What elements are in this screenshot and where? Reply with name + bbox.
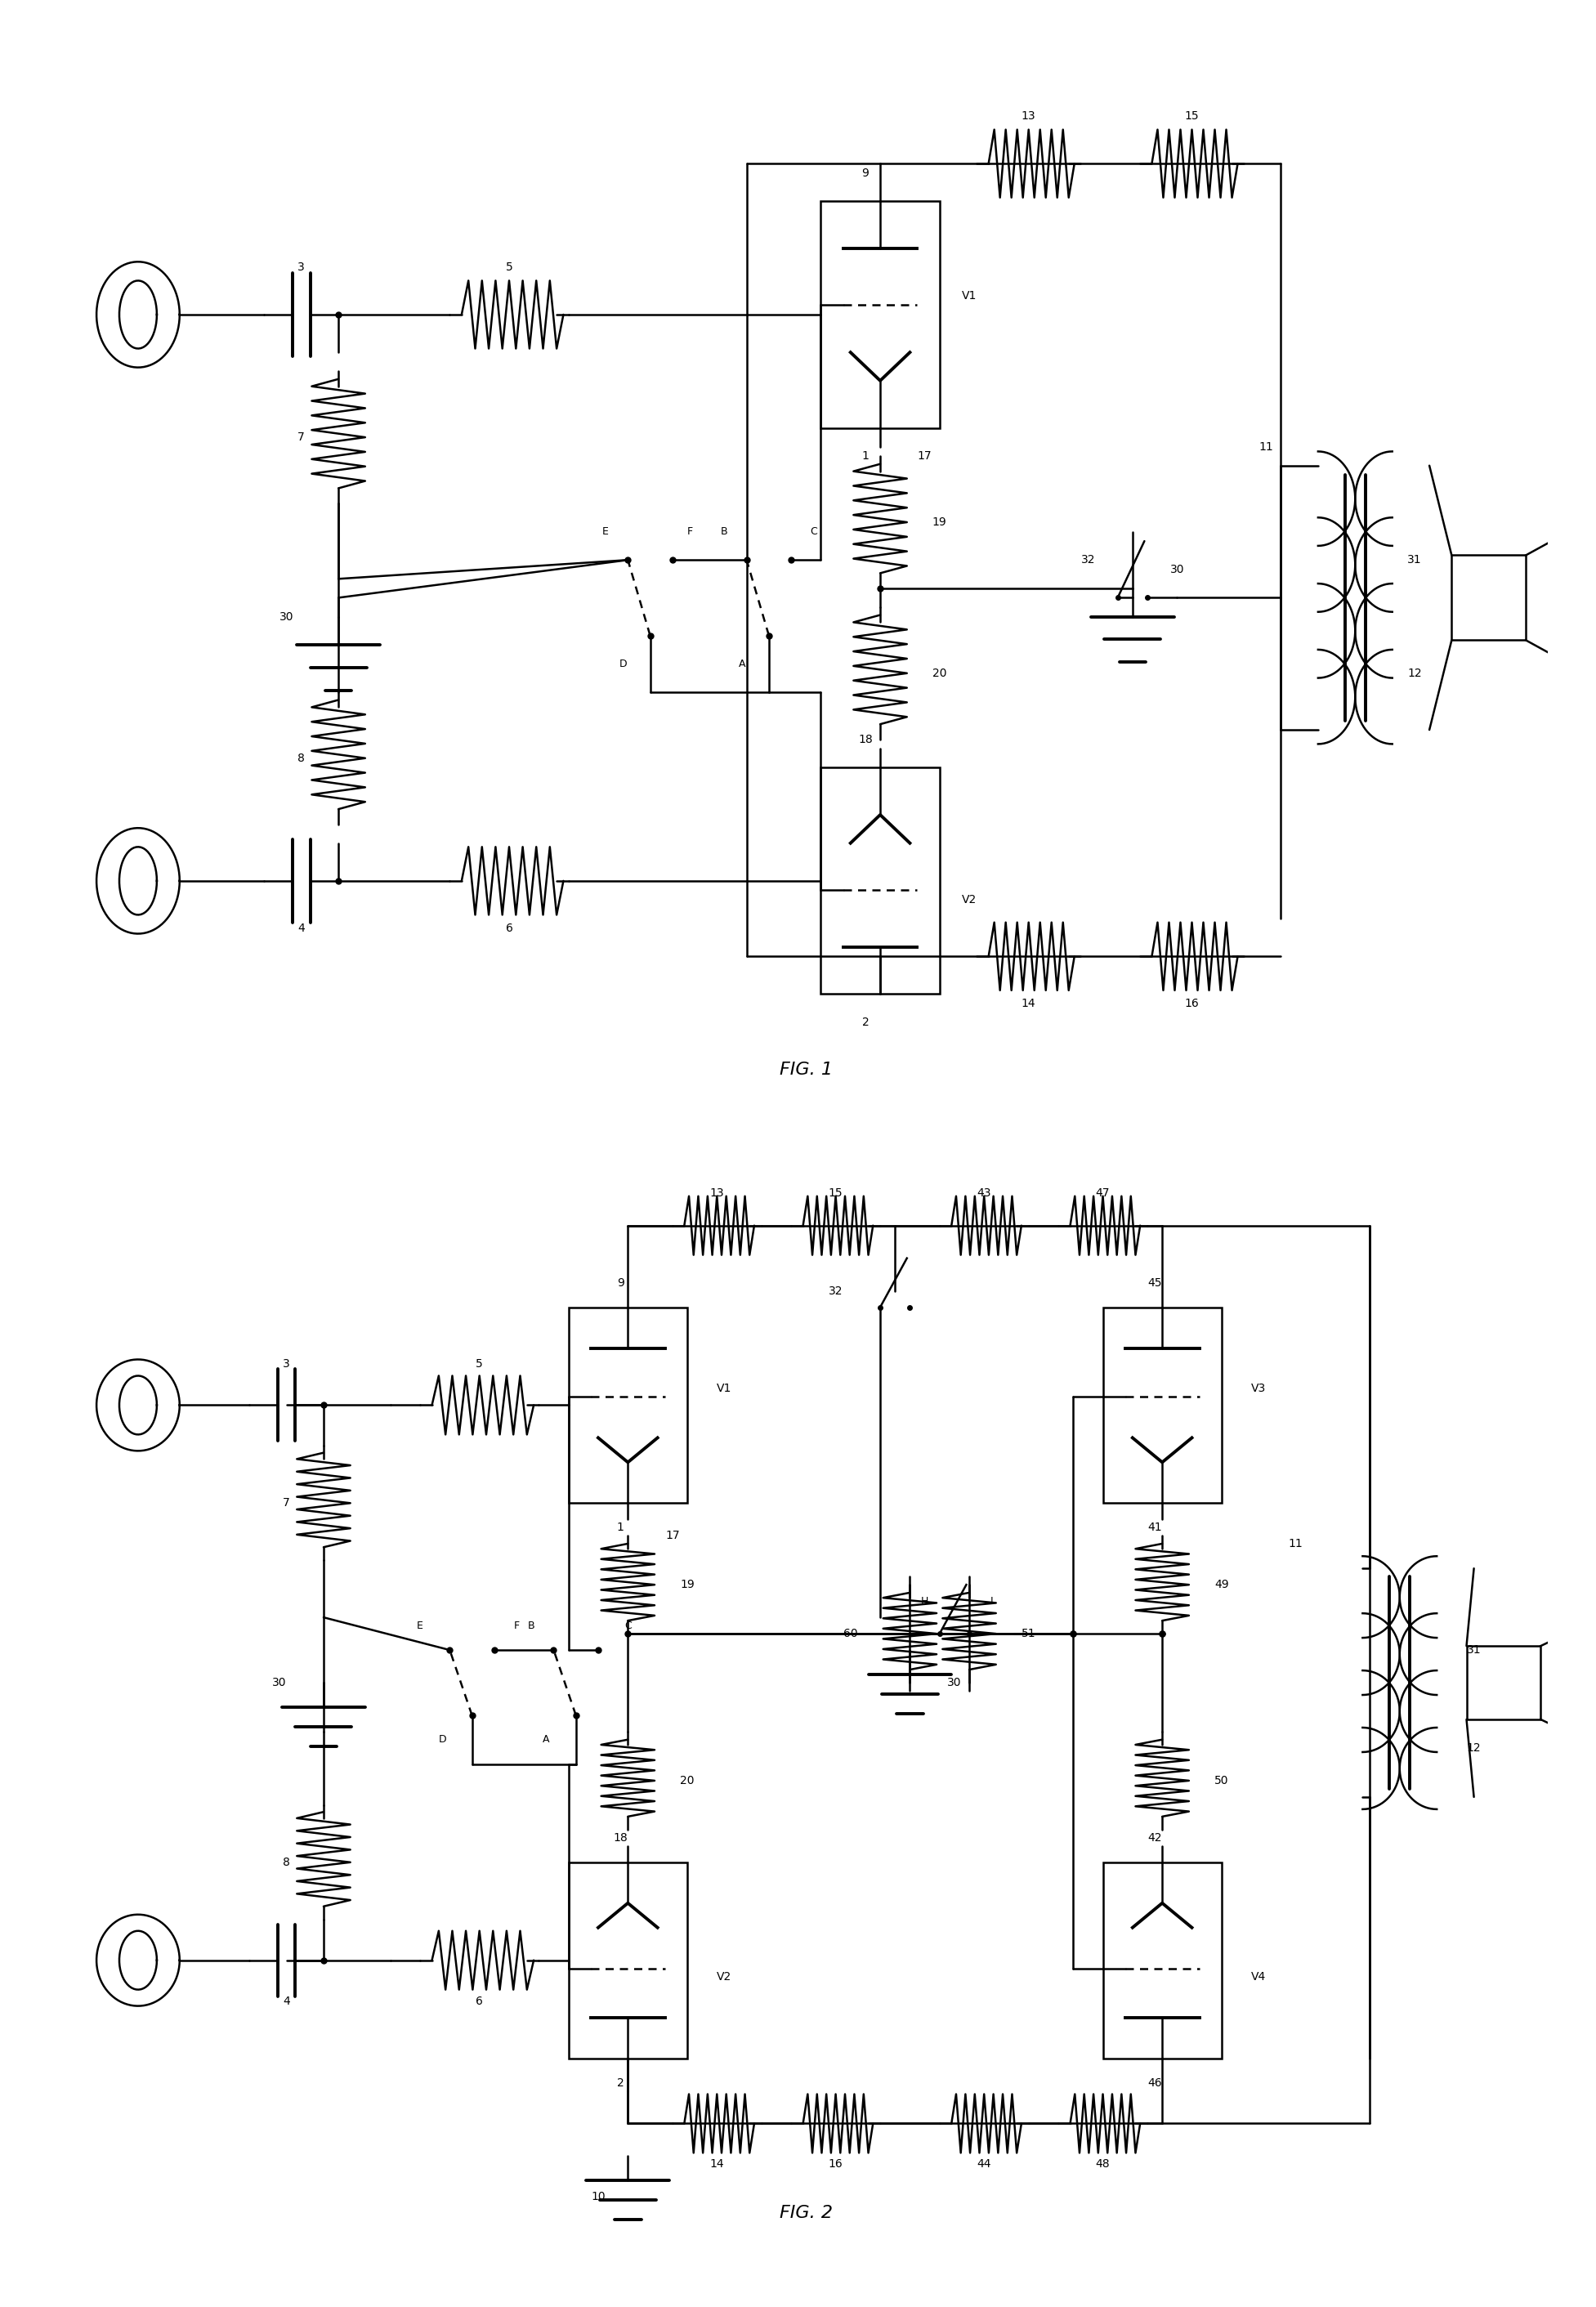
Text: D: D xyxy=(439,1735,447,1744)
Bar xyxy=(1467,1645,1540,1719)
Text: 19: 19 xyxy=(932,517,946,528)
Text: 20: 20 xyxy=(680,1774,694,1786)
Text: 30: 30 xyxy=(271,1677,286,1689)
Text: 18: 18 xyxy=(613,1832,627,1843)
Text: 9: 9 xyxy=(616,1278,624,1287)
Text: V1: V1 xyxy=(962,291,977,302)
Text: V4: V4 xyxy=(1251,1970,1266,1982)
Bar xyxy=(1452,556,1526,641)
Text: 49: 49 xyxy=(1215,1578,1229,1590)
Text: 17: 17 xyxy=(918,450,932,461)
Text: 17: 17 xyxy=(666,1530,680,1541)
Text: 8: 8 xyxy=(282,1857,290,1869)
Text: 19: 19 xyxy=(680,1578,694,1590)
Text: 15: 15 xyxy=(828,1188,843,1200)
Text: B: B xyxy=(721,526,728,538)
Text: 6: 6 xyxy=(476,1996,484,2007)
Text: 15: 15 xyxy=(1184,111,1199,122)
Text: 5: 5 xyxy=(476,1359,484,1370)
Text: C: C xyxy=(809,526,817,538)
Text: 11: 11 xyxy=(1259,441,1274,452)
Text: 50: 50 xyxy=(1215,1774,1229,1786)
Text: 12: 12 xyxy=(1467,1742,1481,1753)
Text: E: E xyxy=(602,526,608,538)
Text: 8: 8 xyxy=(298,752,305,764)
Text: 6: 6 xyxy=(506,923,512,934)
Text: 20: 20 xyxy=(932,667,946,678)
Text: 7: 7 xyxy=(282,1497,290,1509)
Text: F: F xyxy=(688,526,693,538)
Text: V1: V1 xyxy=(717,1384,733,1393)
Text: H: H xyxy=(921,1596,929,1606)
Text: 30: 30 xyxy=(279,611,294,623)
Text: 11: 11 xyxy=(1288,1539,1302,1550)
Text: 60: 60 xyxy=(843,1629,857,1640)
Bar xyxy=(1103,1308,1221,1504)
Text: 30: 30 xyxy=(948,1677,961,1689)
Bar xyxy=(820,201,940,427)
Text: A: A xyxy=(739,657,745,669)
Text: 16: 16 xyxy=(1184,999,1199,1008)
Text: 4: 4 xyxy=(298,923,305,934)
Text: 3: 3 xyxy=(282,1359,290,1370)
Text: 4: 4 xyxy=(282,1996,290,2007)
Text: 1: 1 xyxy=(616,1523,624,1534)
Text: D: D xyxy=(619,657,627,669)
Text: 47: 47 xyxy=(1096,1188,1109,1200)
Text: 32: 32 xyxy=(828,1285,843,1297)
Text: 42: 42 xyxy=(1148,1832,1162,1843)
Text: A: A xyxy=(543,1735,549,1744)
Text: 41: 41 xyxy=(1148,1523,1162,1534)
Text: 31: 31 xyxy=(1467,1645,1481,1656)
Text: 12: 12 xyxy=(1408,667,1422,678)
Text: V2: V2 xyxy=(717,1970,733,1982)
Text: E: E xyxy=(417,1620,423,1631)
Text: FIG. 2: FIG. 2 xyxy=(779,2205,833,2222)
Text: 46: 46 xyxy=(1148,2076,1162,2088)
Bar xyxy=(568,1862,688,2058)
Text: FIG. 1: FIG. 1 xyxy=(779,1061,833,1077)
Text: 14: 14 xyxy=(1021,999,1036,1008)
Text: 32: 32 xyxy=(1080,554,1095,565)
Text: 13: 13 xyxy=(710,1188,725,1200)
Text: 13: 13 xyxy=(1021,111,1036,122)
Text: C: C xyxy=(624,1620,632,1631)
Text: 7: 7 xyxy=(298,431,305,443)
Text: 48: 48 xyxy=(1095,2159,1111,2171)
Text: V2: V2 xyxy=(962,895,977,904)
Text: 1: 1 xyxy=(862,450,868,461)
Bar xyxy=(568,1308,688,1504)
Text: 14: 14 xyxy=(710,2159,725,2171)
Text: V3: V3 xyxy=(1251,1384,1266,1393)
Bar xyxy=(820,768,940,994)
Text: 2: 2 xyxy=(618,2076,624,2088)
Text: 9: 9 xyxy=(862,168,868,178)
Text: 43: 43 xyxy=(977,1188,991,1200)
Text: 10: 10 xyxy=(591,2192,605,2203)
Text: 51: 51 xyxy=(1021,1629,1036,1640)
Text: 5: 5 xyxy=(506,261,512,272)
Text: 16: 16 xyxy=(828,2159,843,2171)
Text: I: I xyxy=(990,1596,993,1606)
Text: F: F xyxy=(514,1620,519,1631)
Text: 31: 31 xyxy=(1408,554,1422,565)
Text: B: B xyxy=(528,1620,535,1631)
Text: 45: 45 xyxy=(1148,1278,1162,1287)
Text: 44: 44 xyxy=(977,2159,991,2171)
Text: 18: 18 xyxy=(859,734,873,745)
Text: 2: 2 xyxy=(862,1017,868,1029)
Text: 3: 3 xyxy=(298,261,305,272)
Text: 30: 30 xyxy=(1170,563,1184,574)
Bar xyxy=(1103,1862,1221,2058)
